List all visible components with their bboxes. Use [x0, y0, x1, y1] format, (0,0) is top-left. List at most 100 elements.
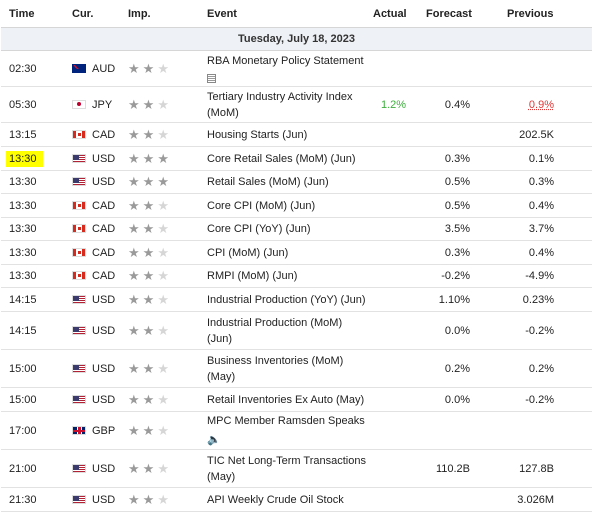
event-cell[interactable]: Core Retail Sales (MoM) (Jun): [202, 146, 373, 171]
actual-cell: 1.2%: [373, 86, 421, 123]
event-name[interactable]: Core CPI (MoM) (Jun): [207, 199, 316, 212]
event-name[interactable]: API Weekly Crude Oil Stock: [207, 493, 344, 506]
forecast-value: 0.0%: [444, 393, 470, 406]
table-row[interactable]: 13:30 USD ★★★ Core Retail Sales (MoM) (Jun)…: [1, 146, 592, 171]
event-time-cell: 17:00: [1, 411, 62, 450]
previous-cell: 0.1%: [490, 146, 592, 171]
currency-code: USD: [92, 493, 116, 506]
event-cell[interactable]: Business Inventories (MoM) (May): [202, 349, 373, 388]
event-name[interactable]: Core Retail Sales (MoM) (Jun): [207, 152, 356, 165]
event-name[interactable]: Industrial Production (MoM): [207, 316, 343, 329]
currency-code: USD: [92, 362, 116, 375]
event-name[interactable]: Business Inventories (MoM): [207, 354, 344, 367]
table-row[interactable]: 14:15 USD ★★★ Industrial Production (YoY) (…: [1, 287, 592, 312]
currency-cell: USD: [62, 146, 120, 171]
currency-cell: JPY: [62, 86, 120, 123]
event-cell[interactable]: Housing Starts (Jun): [202, 122, 373, 147]
event-name-period[interactable]: (May): [207, 370, 236, 383]
event-name[interactable]: Housing Starts (Jun): [207, 128, 308, 141]
table-row[interactable]: 14:15 USD ★★★ Industrial Production (MoM) (J…: [1, 311, 592, 350]
table-row[interactable]: 17:00 GBP ★★★ MPC Member Ramsden Speaks 🔈: [1, 411, 592, 450]
importance-cell: ★★★: [120, 411, 202, 450]
previous-value: 0.1%: [528, 152, 554, 165]
event-cell[interactable]: Retail Sales (MoM) (Jun): [202, 170, 373, 194]
header-importance[interactable]: Imp.: [120, 0, 202, 28]
table-row[interactable]: 13:30 USD ★★★ Retail Sales (MoM) (Jun) 0.5% 0…: [1, 170, 592, 194]
star-icon: ★: [157, 126, 172, 142]
header-event[interactable]: Event: [202, 0, 373, 28]
event-name[interactable]: Tertiary Industry Activity Index: [207, 90, 353, 103]
event-name[interactable]: Retail Inventories Ex Auto (May): [207, 393, 365, 406]
event-cell[interactable]: CPI (MoM) (Jun): [202, 240, 373, 265]
star-icon: ★: [157, 150, 172, 166]
star-icon: ★: [128, 360, 143, 376]
event-name[interactable]: MPC Member Ramsden Speaks: [207, 415, 365, 427]
event-name-period[interactable]: (May): [207, 470, 236, 483]
header-forecast[interactable]: Forecast: [421, 0, 490, 28]
table-row[interactable]: 21:30 USD ★★★ API Weekly Crude Oil Stock 3.0…: [1, 487, 592, 512]
currency-code: USD: [92, 176, 116, 188]
previous-value: 3.7%: [528, 223, 554, 235]
previous-cell: [490, 50, 592, 87]
forecast-value: 0.0%: [444, 324, 470, 337]
header-actual[interactable]: Actual: [373, 0, 421, 28]
table-row[interactable]: 21:00 USD ★★★ TIC Net Long-Term Transaction…: [1, 449, 592, 488]
cad-flag-icon: [72, 200, 86, 210]
event-name[interactable]: Core CPI (YoY) (Jun): [207, 223, 311, 235]
event-time: 21:00: [9, 462, 37, 475]
header-time[interactable]: Time: [1, 0, 62, 28]
event-cell[interactable]: Retail Inventories Ex Auto (May): [202, 387, 373, 412]
event-name[interactable]: RBA Monetary Policy Statement: [207, 54, 364, 67]
event-name[interactable]: Industrial Production (YoY) (Jun): [207, 293, 366, 306]
event-time: 14:15: [9, 324, 37, 337]
event-name[interactable]: Retail Sales (MoM) (Jun): [207, 176, 329, 188]
importance-cell: ★★★: [120, 449, 202, 488]
event-cell[interactable]: Tertiary Industry Activity Index (MoM): [202, 86, 373, 123]
currency-code: CAD: [92, 199, 116, 212]
table-row[interactable]: 05:30 JPY ★★★ Tertiary Industry Activity In…: [1, 86, 592, 123]
header-currency[interactable]: Cur.: [62, 0, 120, 28]
event-cell[interactable]: MPC Member Ramsden Speaks 🔈: [202, 411, 373, 450]
event-cell[interactable]: RBA Monetary Policy Statement: [202, 50, 373, 87]
document-icon[interactable]: [207, 74, 216, 84]
event-name[interactable]: CPI (MoM) (Jun): [207, 246, 289, 259]
currency-cell: USD: [62, 349, 120, 388]
star-icon: ★: [157, 60, 172, 76]
event-name[interactable]: TIC Net Long-Term Transactions: [207, 454, 366, 467]
event-cell[interactable]: Industrial Production (YoY) (Jun): [202, 287, 373, 312]
table-row[interactable]: 13:15 CAD ★★★ Housing Starts (Jun) 202.5K: [1, 122, 592, 147]
speaker-icon[interactable]: 🔈: [207, 434, 221, 446]
actual-cell: [373, 217, 421, 241]
currency-cell: AUD: [62, 50, 120, 87]
table-row[interactable]: 13:30 CAD ★★★ CPI (MoM) (Jun) 0.3% 0.4%: [1, 240, 592, 265]
event-cell[interactable]: Core CPI (MoM) (Jun): [202, 193, 373, 218]
event-cell[interactable]: TIC Net Long-Term Transactions (May): [202, 449, 373, 488]
forecast-cell: 110.2B: [421, 449, 490, 488]
event-name[interactable]: RMPI (MoM) (Jun): [207, 270, 298, 282]
importance-cell: ★★★: [120, 349, 202, 388]
header-previous[interactable]: Previous: [490, 0, 592, 28]
star-icon: ★: [128, 197, 143, 213]
cad-flag-icon: [72, 271, 86, 280]
event-cell[interactable]: Core CPI (YoY) (Jun): [202, 217, 373, 241]
event-time-cell: 02:30: [1, 50, 62, 87]
table-row[interactable]: 02:30 AUD ★★★ RBA Monetary Policy Statement: [1, 50, 592, 87]
usd-flag-icon: [72, 394, 86, 404]
event-cell[interactable]: Industrial Production (MoM) (Jun): [202, 311, 373, 350]
forecast-cell: [421, 487, 490, 512]
event-name-period[interactable]: (MoM): [207, 106, 239, 119]
table-row[interactable]: 13:30 CAD ★★★ Core CPI (MoM) (Jun) 0.5% 0.4%: [1, 193, 592, 218]
previous-value: 0.9%: [528, 98, 554, 111]
star-icon: ★: [157, 96, 172, 112]
event-cell[interactable]: API Weekly Crude Oil Stock: [202, 487, 373, 512]
event-name-period[interactable]: (Jun): [207, 332, 233, 345]
table-row[interactable]: 13:30 CAD ★★★ Core CPI (YoY) (Jun) 3.5% 3.7%: [1, 217, 592, 241]
currency-cell: CAD: [62, 193, 120, 218]
forecast-cell: 0.5%: [421, 170, 490, 194]
previous-cell: 202.5K: [490, 122, 592, 147]
event-cell[interactable]: RMPI (MoM) (Jun): [202, 264, 373, 288]
table-row[interactable]: 15:00 USD ★★★ Retail Inventories Ex Auto (M…: [1, 387, 592, 412]
star-icon: ★: [142, 268, 158, 283]
table-row[interactable]: 15:00 USD ★★★ Business Inventories (MoM) (Ma…: [1, 349, 592, 388]
table-row[interactable]: 13:30 CAD ★★★ RMPI (MoM) (Jun) -0.2% -4.9%: [1, 264, 592, 288]
